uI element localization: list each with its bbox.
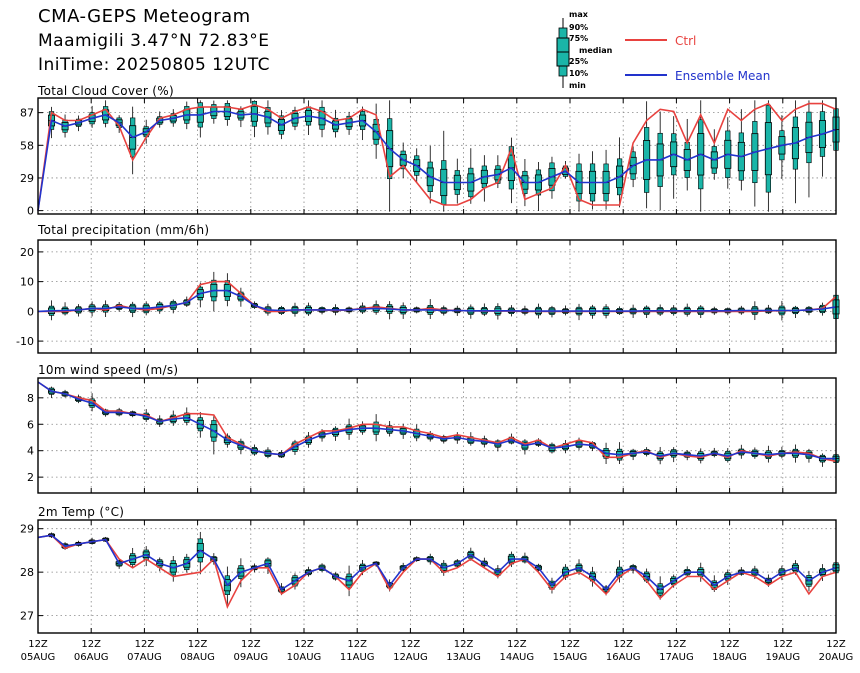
y-tick-label: 58: [20, 139, 34, 152]
panel-2: 2 4 6 8: [27, 377, 840, 494]
legend-mean-label: Ensemble Mean: [675, 69, 770, 83]
ctrl-line: [37, 381, 837, 463]
x-tick-label-hour: 12Z: [773, 639, 793, 650]
x-tick-label-hour: 12Z: [81, 639, 101, 650]
legend-box-label: 10%: [569, 69, 588, 78]
ctrl-line: [37, 102, 837, 211]
panel-1: -10 0 10 20: [16, 239, 840, 354]
x-tick-label-hour: 12Z: [135, 639, 155, 650]
panel-frame: [37, 97, 837, 215]
x-tick-label-date: 19AUG: [765, 652, 800, 663]
x-tick-label-hour: 12Z: [28, 639, 48, 650]
y-tick-label: 29: [20, 523, 34, 536]
x-tick-label-date: 12AUG: [393, 652, 428, 663]
location-label: Maamigili 3.47°N 72.83°E: [38, 31, 270, 51]
init-time-label: IniTime: 20250805 12UTC: [38, 55, 271, 75]
y-tick-label: 87: [20, 107, 34, 120]
x-tick-label-date: 11AUG: [340, 652, 375, 663]
x-tick-label-hour: 12Z: [613, 639, 633, 650]
panel-title-wind: 10m wind speed (m/s): [38, 363, 179, 377]
x-tick-label-hour: 12Z: [826, 639, 846, 650]
x-tick-label-date: 13AUG: [446, 652, 481, 663]
y-tick-label: 4: [27, 445, 34, 458]
panel-frame: [37, 377, 837, 494]
ensemble-mean-line: [37, 289, 837, 313]
legend-box-label: 90%: [569, 23, 588, 32]
x-tick-label-date: 10AUG: [287, 652, 322, 663]
panel-0: 0 29 58 87: [20, 97, 840, 218]
x-tick-label-date: 17AUG: [659, 652, 694, 663]
ensemble-mean-line: [37, 110, 837, 211]
panel-title-temp: 2m Temp (°C): [38, 505, 125, 519]
x-tick-label-date: 15AUG: [553, 652, 588, 663]
y-tick-label: 6: [27, 418, 34, 431]
y-tick-label: 29: [20, 172, 34, 185]
legend-ctrl-label: Ctrl: [675, 34, 696, 48]
x-tick-label-date: 14AUG: [499, 652, 534, 663]
y-tick-label: 10: [20, 276, 34, 289]
legend: max 90% 75% median 25% 10% min Ctrl Ensemble Mea…: [556, 10, 770, 90]
chart-title: CMA-GEPS Meteogram: [38, 6, 251, 27]
y-tick-label: 2: [27, 471, 34, 484]
y-tick-label: 20: [20, 246, 34, 259]
panel-frame: [37, 239, 837, 354]
x-tick-label-hour: 12Z: [507, 639, 527, 650]
panel-title-cloud: Total Cloud Cover (%): [38, 84, 174, 98]
x-tick-label-date: 08AUG: [180, 652, 215, 663]
ensemble-mean-line: [37, 534, 837, 591]
panel-title-precip: Total precipitation (mm/6h): [38, 223, 210, 237]
x-tick-label-hour: 12Z: [188, 639, 208, 650]
x-tick-label-hour: 12Z: [454, 639, 474, 650]
y-tick-label: 0: [27, 205, 34, 218]
x-tick-label-date: 18AUG: [712, 652, 747, 663]
y-tick-label: -10: [16, 335, 34, 348]
legend-box-label: 75%: [569, 34, 588, 43]
ctrl-line: [37, 534, 837, 610]
x-tick-label-hour: 12Z: [241, 639, 261, 650]
x-tick-label-date: 07AUG: [127, 652, 162, 663]
y-tick-label: 0: [27, 305, 34, 318]
legend-box-label: 25%: [569, 57, 588, 66]
x-tick-label-date: 16AUG: [606, 652, 641, 663]
x-tick-label-hour: 12Z: [294, 639, 314, 650]
legend-box-label: min: [569, 81, 586, 90]
legend-box-label: max: [569, 10, 589, 19]
x-tick-label-hour: 12Z: [667, 639, 687, 650]
x-tick-label-date: 06AUG: [74, 652, 109, 663]
x-axis-labels: 12Z 05AUG 12Z 06AUG 12Z 07AUG 12Z 08AUG 12Z 09AUG…: [21, 639, 854, 663]
x-tick-label-date: 09AUG: [233, 652, 268, 663]
panel-3: 27 28 29: [20, 519, 840, 634]
y-tick-label: 28: [20, 566, 34, 579]
legend-box-label: median: [579, 46, 613, 55]
x-tick-label-hour: 12Z: [560, 639, 580, 650]
panel-frame: [37, 519, 837, 634]
y-tick-label: 27: [20, 610, 34, 623]
y-tick-label: 8: [27, 392, 34, 405]
x-tick-label-hour: 12Z: [347, 639, 367, 650]
x-tick-label-hour: 12Z: [720, 639, 740, 650]
x-tick-label-date: 20AUG: [819, 652, 854, 663]
ensemble-mean-line: [37, 381, 836, 460]
x-tick-label-hour: 12Z: [401, 639, 421, 650]
x-tick-label-date: 05AUG: [21, 652, 56, 663]
